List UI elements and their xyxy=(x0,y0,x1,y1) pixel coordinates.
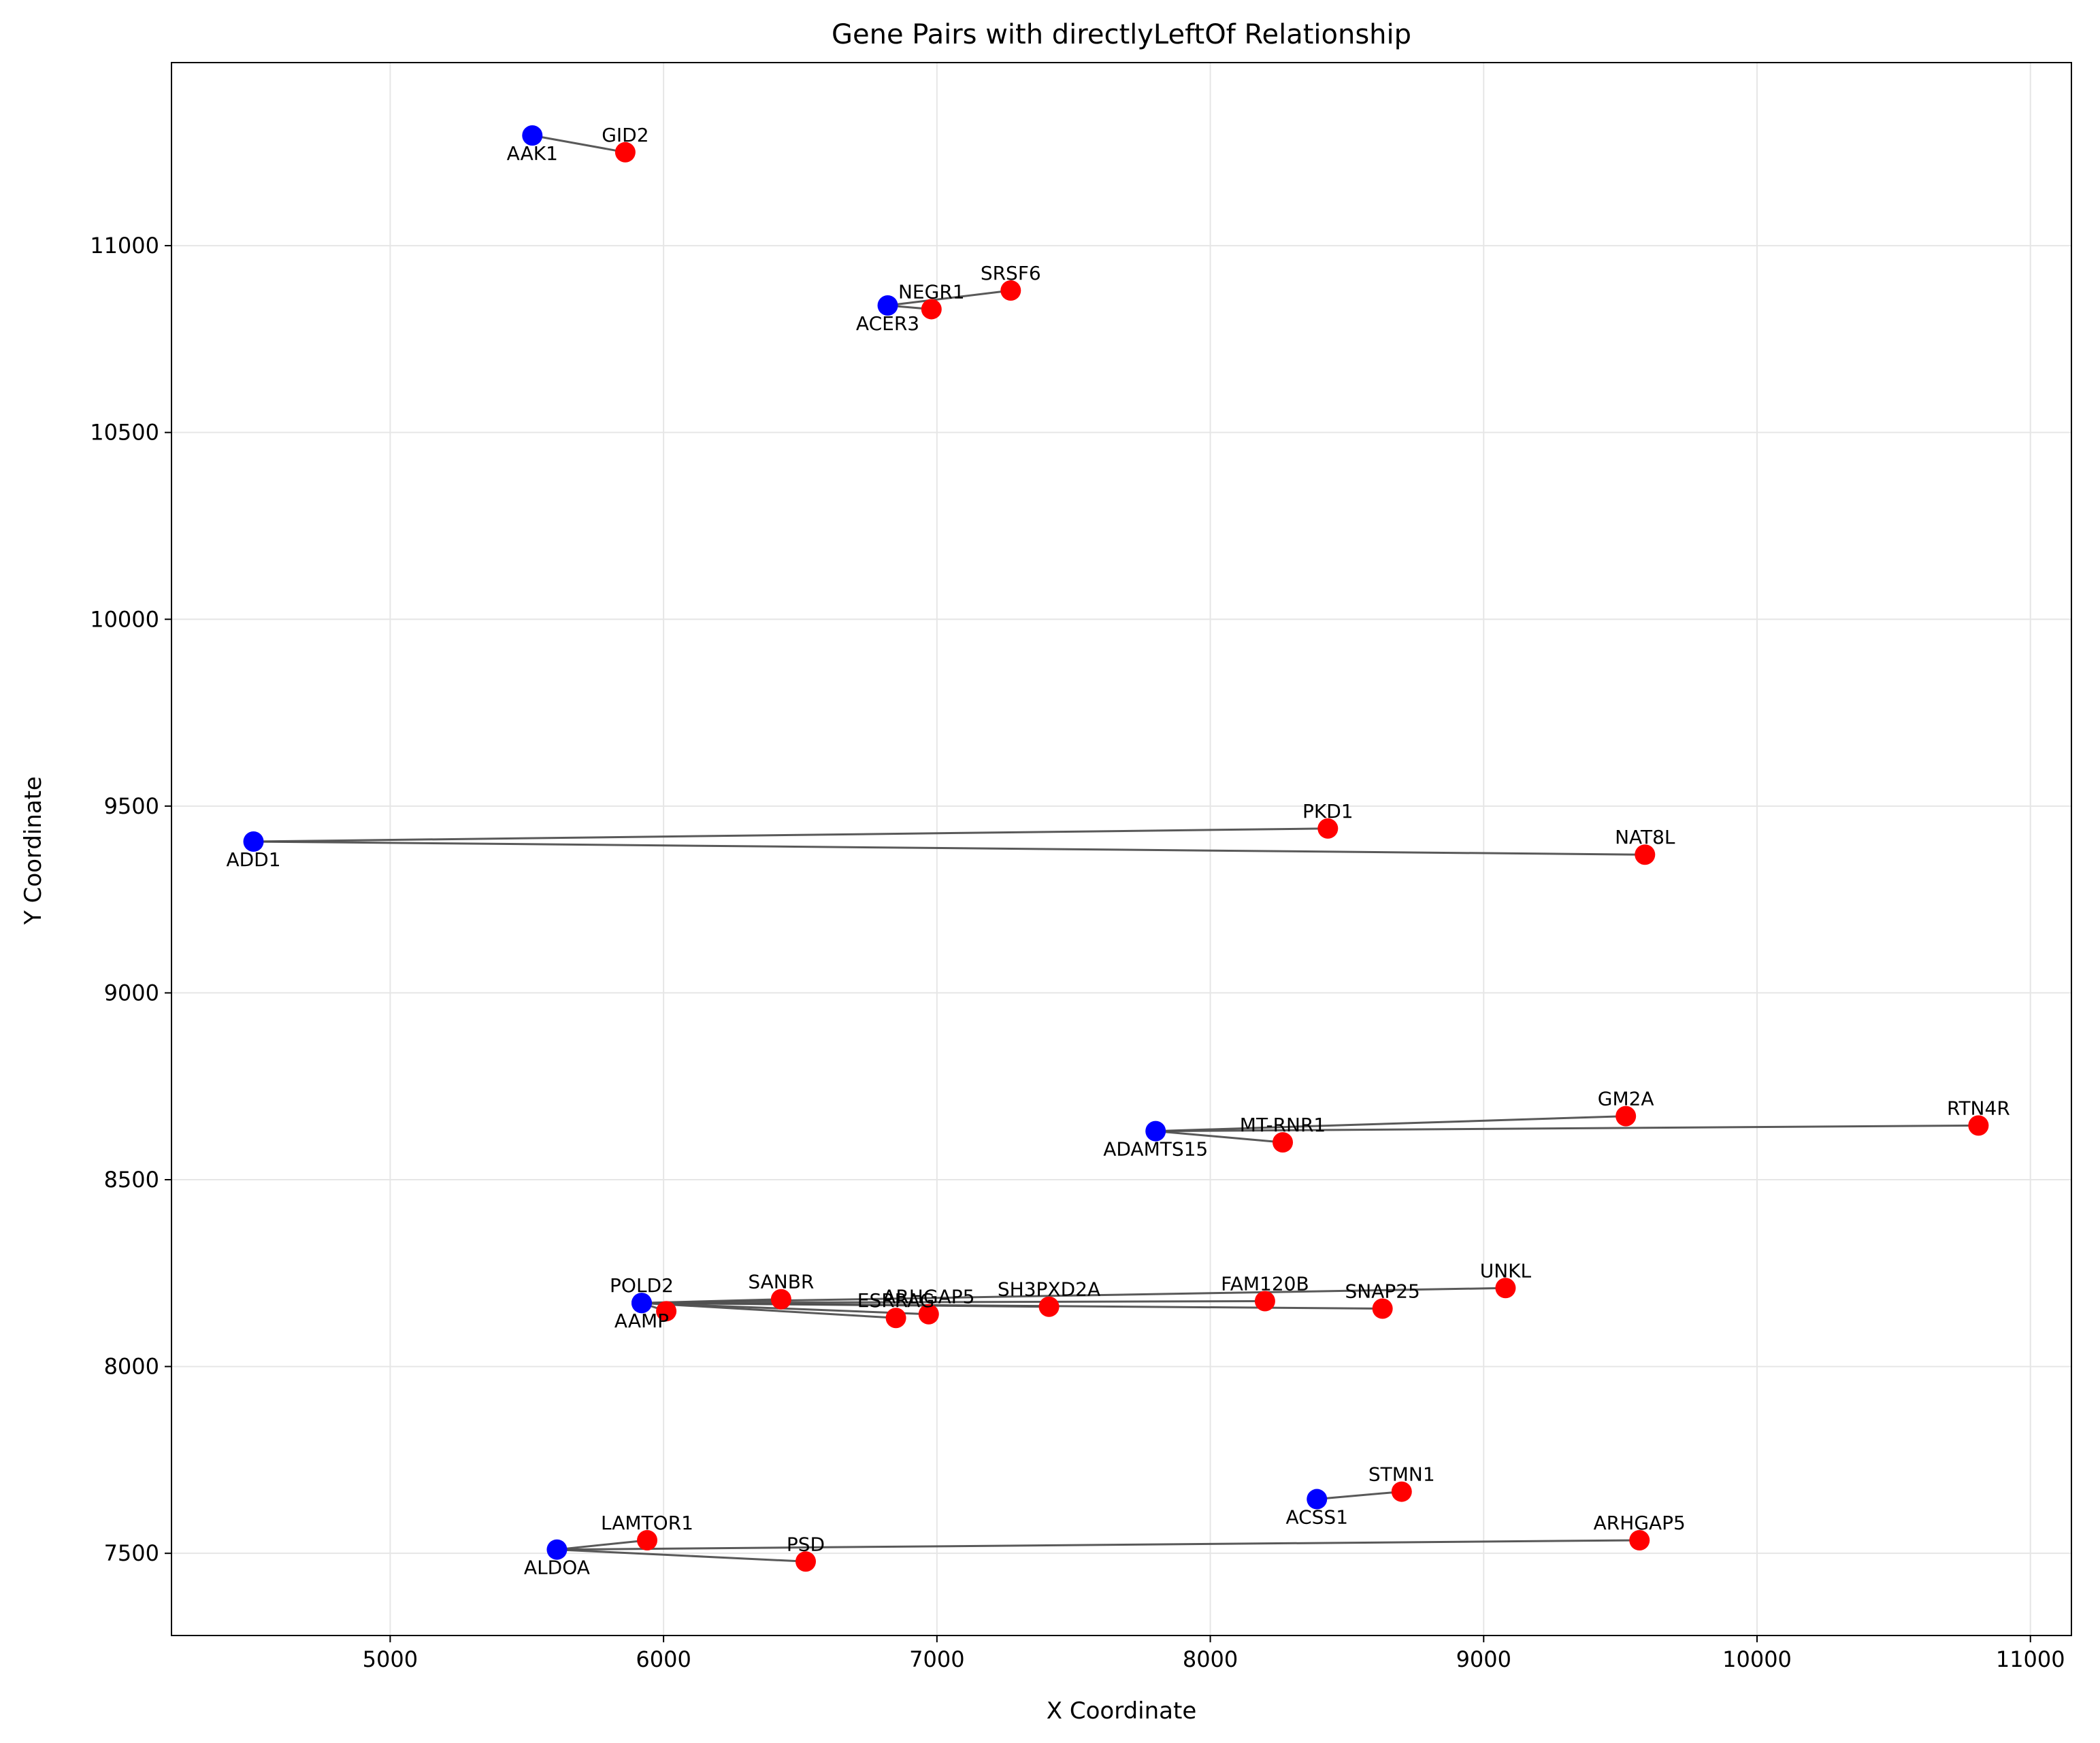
target-gene-label: SANBR xyxy=(748,1271,814,1293)
target-gene-point xyxy=(1317,818,1339,839)
target-gene-point xyxy=(795,1551,817,1572)
target-gene-label: GM2A xyxy=(1598,1088,1654,1110)
pair-connector xyxy=(887,289,1011,307)
source-gene-label: AAMP xyxy=(614,1310,669,1332)
pair-connector xyxy=(557,1539,648,1551)
pair-connector xyxy=(1155,1130,1283,1144)
source-gene-label: ACSS1 xyxy=(1285,1506,1348,1529)
target-gene-label: UNKL xyxy=(1480,1259,1532,1282)
x-tick-label: 7000 xyxy=(909,1646,964,1672)
x-tick-label: 5000 xyxy=(363,1646,418,1672)
target-gene-point xyxy=(921,299,942,320)
target-gene-label: GID2 xyxy=(602,124,649,146)
pair-connector xyxy=(641,1299,1265,1304)
gridlines xyxy=(171,63,2071,1636)
target-gene-label: SH3PXD2A xyxy=(998,1278,1100,1301)
source-gene-point xyxy=(631,1293,652,1314)
source-gene-label: ADAMTS15 xyxy=(1103,1138,1208,1161)
y-tick-label: 8000 xyxy=(104,1354,159,1380)
target-gene-point xyxy=(637,1529,658,1550)
y-tick-label: 7500 xyxy=(104,1540,159,1566)
gene-labels: GID2 NEGR1 SRSF6 PKD1 NAT8L GM2A MT-RNR1 RTN4R S… xyxy=(226,124,2009,1579)
target-gene-label: MT-RNR1 xyxy=(1240,1114,1326,1136)
target-gene-point xyxy=(1254,1291,1275,1312)
pair-connector xyxy=(1317,1491,1402,1501)
target-gene-point xyxy=(1635,844,1656,865)
target-gene-label: NAT8L xyxy=(1615,826,1675,848)
axis-ticks: 5000 6000 7000 8000 9000 10000 11000 7500 8000 85… xyxy=(90,233,2065,1672)
target-gene-label: RTN4R xyxy=(1947,1097,2010,1119)
pair-connector xyxy=(557,1539,1640,1551)
target-gene-label: NEGR1 xyxy=(898,280,965,303)
source-gene-label: ACER3 xyxy=(856,312,919,335)
source-gene-label: ALDOA xyxy=(524,1557,590,1579)
pair-connector xyxy=(1155,1115,1626,1133)
target-gene-label: ESRRAG xyxy=(857,1289,935,1312)
x-tick-label: 6000 xyxy=(636,1646,691,1672)
pair-connector xyxy=(253,827,1328,843)
pair-connector xyxy=(557,1548,806,1563)
gene-points xyxy=(243,125,1989,1572)
source-gene-point xyxy=(522,125,543,146)
target-gene-label: PKD1 xyxy=(1302,800,1353,823)
target-gene-label: ARHGAP5 xyxy=(883,1286,974,1308)
x-axis-label: X Coordinate xyxy=(1047,1697,1197,1725)
target-gene-point xyxy=(1273,1132,1294,1153)
source-gene-point xyxy=(243,831,264,852)
pair-connector xyxy=(532,134,626,154)
y-tick-label: 9500 xyxy=(104,793,159,819)
target-gene-label: LAMTOR1 xyxy=(601,1512,693,1534)
target-gene-label: SRSF6 xyxy=(981,262,1041,284)
target-gene-point xyxy=(1372,1298,1393,1319)
source-gene-point xyxy=(1307,1489,1328,1510)
target-gene-point xyxy=(656,1301,677,1322)
target-gene-label: STMN1 xyxy=(1368,1463,1435,1486)
x-tick-label: 8000 xyxy=(1183,1646,1238,1672)
y-tick-label: 11000 xyxy=(90,233,159,259)
x-tick-label: 9000 xyxy=(1456,1646,1511,1672)
x-tick-label: 11000 xyxy=(1996,1646,2065,1672)
target-gene-point xyxy=(1391,1481,1412,1502)
y-axis-label: Y Coordinate xyxy=(20,776,47,925)
pair-connector xyxy=(1155,1124,1979,1133)
source-gene-point xyxy=(1145,1120,1166,1142)
target-gene-point xyxy=(1968,1115,1989,1136)
chart-title: Gene Pairs with directlyLeftOf Relations… xyxy=(832,19,1411,50)
source-gene-label: POLD2 xyxy=(610,1274,674,1297)
target-gene-point xyxy=(614,142,636,163)
target-gene-point xyxy=(885,1308,906,1329)
target-gene-label: PSD xyxy=(787,1533,825,1555)
target-gene-point xyxy=(770,1289,791,1310)
target-gene-point xyxy=(1629,1529,1650,1550)
target-gene-point xyxy=(1038,1296,1060,1317)
source-gene-point xyxy=(877,295,898,316)
source-gene-label: ADD1 xyxy=(226,848,280,871)
source-gene-label: AAK1 xyxy=(507,142,558,165)
y-tick-label: 10000 xyxy=(90,606,159,632)
target-gene-point xyxy=(1000,280,1021,301)
target-gene-label: FAM120B xyxy=(1221,1272,1309,1295)
target-gene-label: SNAP25 xyxy=(1345,1280,1420,1302)
target-gene-label: ARHGAP5 xyxy=(1594,1512,1686,1534)
y-tick-label: 8500 xyxy=(104,1167,159,1193)
pair-connector xyxy=(253,840,1645,856)
y-tick-label: 10500 xyxy=(90,420,159,446)
target-gene-point xyxy=(1615,1106,1637,1127)
y-tick-label: 9000 xyxy=(104,980,159,1006)
x-tick-label: 10000 xyxy=(1722,1646,1792,1672)
plot-frame xyxy=(171,62,2072,1636)
target-gene-point xyxy=(1495,1278,1516,1299)
source-gene-point xyxy=(546,1539,568,1560)
target-gene-point xyxy=(918,1304,939,1325)
